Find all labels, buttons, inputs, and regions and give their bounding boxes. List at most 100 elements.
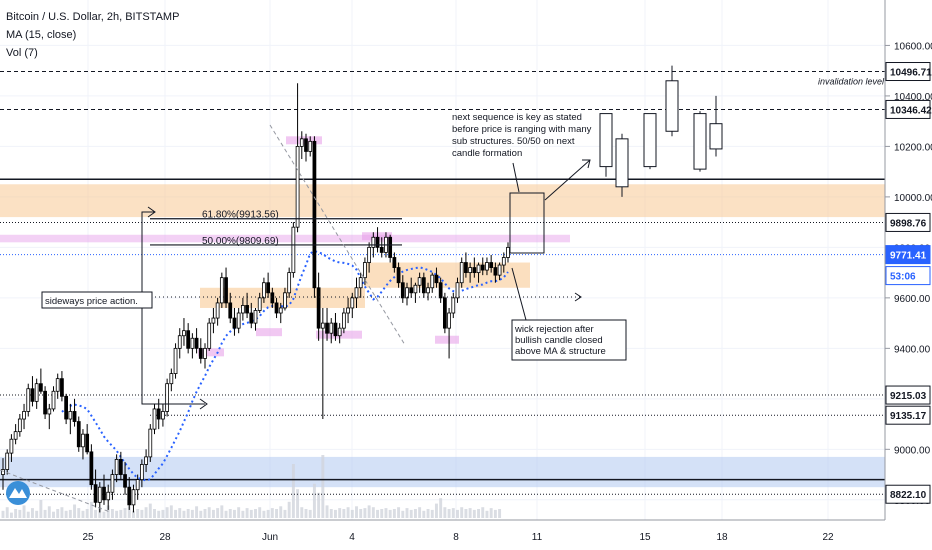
- price-tag-box: [885, 245, 931, 265]
- price-tag-label: 53:06: [890, 272, 916, 283]
- volume-bar: [52, 511, 55, 518]
- volume-bar: [397, 507, 401, 518]
- candle-up: [211, 317, 216, 324]
- volume-bar: [434, 503, 438, 518]
- volume-bar: [392, 509, 396, 518]
- volume-bar: [211, 509, 215, 518]
- time-tick-label: 4: [349, 532, 355, 543]
- volume-bar: [443, 507, 447, 518]
- volume-bar: [325, 505, 329, 518]
- candle-up: [455, 282, 460, 299]
- candle-up: [106, 491, 111, 501]
- price-tick-label: 9600.00: [894, 294, 931, 305]
- candle-down: [30, 388, 35, 402]
- candle-up: [144, 456, 148, 465]
- volume-bar: [363, 508, 367, 518]
- volume-bar: [241, 510, 245, 518]
- volume-bar: [430, 509, 434, 518]
- candle-down: [245, 305, 249, 314]
- candle-up: [110, 474, 115, 493]
- volume-bar: [237, 507, 241, 518]
- time-axis[interactable]: 25 28 Jun 4 8 11 15 18 22: [82, 532, 834, 543]
- volume-bar: [413, 509, 417, 518]
- volume-bar: [30, 508, 34, 518]
- volume-bar: [161, 509, 165, 518]
- projected-candle: [709, 123, 723, 150]
- candle-down: [102, 486, 106, 501]
- volume-bar: [35, 510, 39, 518]
- candle-up: [358, 277, 363, 289]
- candle-up: [405, 287, 409, 299]
- candle-up: [203, 347, 207, 359]
- volume-bar: [472, 509, 476, 518]
- volume-bar: [102, 511, 106, 518]
- candle-up: [337, 327, 342, 337]
- volume-bar: [291, 464, 295, 518]
- candle-down: [186, 330, 191, 349]
- time-tick-label: 25: [82, 532, 94, 543]
- volume-bar: [380, 509, 384, 518]
- candle-down: [400, 282, 405, 299]
- time-tick-label: 18: [716, 532, 728, 543]
- candle-down: [156, 408, 161, 420]
- next-sequence-line: candle formation: [452, 148, 522, 159]
- wick-rejection-box: [511, 319, 627, 361]
- candle-up: [299, 138, 304, 147]
- tradingview-logo-icon[interactable]: [6, 481, 30, 505]
- fib-label: 61.80%(9913.56): [202, 210, 279, 221]
- volume-bar: [127, 506, 131, 518]
- projected-candle: [693, 113, 707, 170]
- candle-down: [118, 459, 123, 475]
- volume-bar: [224, 510, 228, 518]
- candle-down: [76, 421, 81, 448]
- volume-bar: [418, 507, 422, 518]
- volume-bar: [275, 509, 279, 518]
- volume-bar: [333, 509, 337, 518]
- candle-down: [304, 138, 308, 152]
- time-tick-label: 8: [453, 532, 459, 543]
- candle-up: [1, 469, 5, 475]
- volume-bar: [18, 509, 22, 518]
- candle-down: [392, 257, 397, 268]
- volume-bar: [409, 509, 413, 518]
- time-tick-label: 22: [822, 532, 834, 543]
- candle-up: [17, 418, 22, 433]
- time-tick-label: 28: [159, 532, 171, 543]
- candle-up: [219, 277, 224, 304]
- volume-bar: [89, 501, 93, 518]
- price-tick-label: 10400.00: [894, 92, 932, 103]
- candle-up: [485, 262, 489, 271]
- candle-down: [64, 395, 68, 420]
- volume-bar: [493, 509, 497, 518]
- candle-up: [173, 347, 178, 374]
- volume-bar: [94, 509, 98, 518]
- candle-up: [34, 383, 39, 402]
- candle-down: [224, 277, 228, 304]
- candle-up: [22, 411, 26, 420]
- ma-indicator-label[interactable]: MA (15, close): [6, 29, 76, 41]
- candle-up: [5, 452, 10, 470]
- candle-up: [13, 431, 18, 440]
- volume-bar: [447, 509, 451, 518]
- candle-up: [81, 433, 85, 448]
- vol-indicator-label[interactable]: Vol (7): [6, 47, 38, 59]
- volume-bar: [119, 509, 123, 518]
- volume-bar: [110, 509, 114, 518]
- candle-down: [194, 337, 199, 349]
- candle-up: [283, 292, 287, 309]
- volume-bars: [1, 455, 502, 518]
- price-tag-box: [885, 99, 931, 119]
- volume-bar: [258, 507, 262, 518]
- candle-up: [342, 312, 346, 329]
- price-tick-label: 9000.00: [894, 445, 931, 456]
- candle-up: [329, 322, 334, 334]
- volume-bar: [498, 509, 502, 518]
- volume-bar: [22, 505, 26, 518]
- volume-bar: [220, 505, 224, 518]
- volume-bar: [165, 507, 169, 518]
- price-tag-box: [885, 484, 931, 504]
- volume-bar: [228, 509, 232, 518]
- volume-bar: [485, 510, 489, 518]
- volume-bar: [283, 509, 287, 518]
